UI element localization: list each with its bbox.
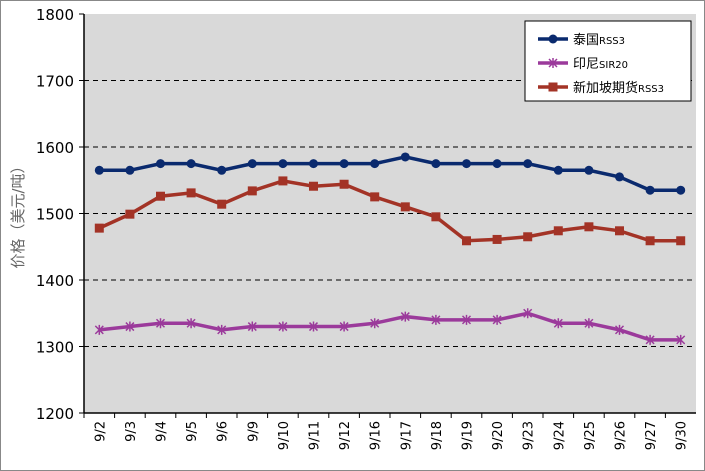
x-tick-label: 9/3	[124, 421, 139, 442]
square-marker	[676, 236, 686, 246]
y-axis-label: 价格（美元/吨）	[9, 158, 27, 268]
x-tick-label: 9/20	[491, 421, 506, 450]
star-marker	[431, 314, 441, 325]
star-marker	[155, 318, 166, 329]
square-marker	[431, 212, 441, 222]
x-tick-label: 9/11	[308, 421, 323, 450]
circle-marker	[553, 165, 563, 175]
x-tick-label: 9/12	[338, 421, 353, 450]
y-tick-label: 1400	[36, 272, 74, 290]
circle-marker	[615, 172, 624, 182]
square-marker	[278, 176, 288, 186]
square-marker	[94, 223, 104, 233]
circle-marker	[462, 159, 471, 169]
star-marker	[400, 311, 410, 322]
circle-marker	[247, 159, 257, 169]
square-marker	[492, 234, 502, 244]
square-marker	[645, 236, 655, 246]
circle-marker	[523, 159, 533, 169]
circle-marker	[94, 165, 104, 175]
series-line	[98, 179, 681, 243]
square-marker	[548, 82, 558, 92]
x-tick-label: 9/4	[155, 421, 170, 442]
square-marker	[309, 181, 318, 191]
square-marker	[615, 226, 624, 236]
circle-marker	[309, 159, 318, 169]
legend-label: 印尼SIR20	[573, 57, 628, 72]
y-tick-label: 1600	[36, 139, 74, 157]
square-marker	[186, 188, 196, 198]
square-marker	[584, 222, 594, 232]
circle-marker	[548, 34, 558, 44]
circle-marker	[400, 152, 410, 162]
circle-marker	[156, 159, 165, 169]
star-marker	[645, 334, 655, 345]
x-tick-label: 9/23	[522, 421, 537, 450]
star-marker	[523, 308, 533, 319]
y-tick-label: 1700	[36, 73, 74, 91]
square-marker	[339, 179, 349, 189]
star-marker	[247, 321, 257, 332]
star-marker	[492, 314, 502, 325]
star-marker	[614, 324, 625, 335]
square-marker	[400, 202, 410, 212]
circle-marker	[370, 159, 380, 169]
star-marker	[278, 321, 288, 332]
x-tick-label: 9/2	[93, 421, 108, 442]
square-marker	[247, 186, 257, 196]
star-marker	[125, 321, 135, 332]
star-marker	[339, 321, 349, 332]
square-marker	[462, 236, 471, 246]
star-marker	[461, 314, 472, 325]
circle-marker	[676, 185, 686, 195]
square-marker	[523, 232, 533, 242]
circle-marker	[431, 159, 441, 169]
circle-marker	[125, 165, 135, 175]
star-marker	[186, 318, 196, 329]
y-tick-label: 1300	[36, 339, 74, 357]
x-tick-label: 9/5	[185, 421, 200, 442]
x-tick-label: 9/18	[430, 421, 445, 450]
circle-marker	[278, 159, 288, 169]
circle-marker	[584, 165, 594, 175]
star-marker	[553, 318, 563, 329]
x-tick-label: 9/30	[675, 421, 690, 450]
star-marker	[308, 321, 319, 332]
x-tick-label: 9/6	[216, 421, 231, 442]
circle-marker	[186, 159, 196, 169]
circle-marker	[492, 159, 502, 169]
square-marker	[125, 209, 135, 219]
legend-label: 新加坡期货RSS3	[573, 80, 664, 96]
series-line	[99, 155, 681, 192]
square-marker	[217, 199, 227, 209]
star-marker	[676, 334, 686, 345]
square-marker	[156, 191, 165, 201]
circle-marker	[217, 165, 227, 175]
square-marker	[370, 192, 380, 202]
legend-label: 泰国RSS3	[573, 33, 625, 48]
x-tick-label: 9/10	[277, 421, 292, 450]
star-marker	[94, 324, 104, 335]
star-marker	[584, 318, 594, 329]
star-marker	[548, 58, 558, 68]
series-line	[99, 311, 681, 342]
x-tick-label: 9/17	[399, 421, 414, 450]
star-marker	[370, 318, 380, 329]
y-tick-label: 1800	[36, 6, 74, 24]
x-tick-label: 9/16	[369, 421, 384, 450]
star-marker	[217, 324, 227, 335]
y-tick-label: 1500	[36, 206, 74, 224]
x-tick-label: 9/9	[246, 421, 261, 442]
x-tick-label: 9/26	[614, 421, 629, 450]
x-tick-label: 9/19	[461, 421, 476, 450]
circle-marker	[339, 159, 349, 169]
x-tick-label: 9/27	[644, 421, 659, 450]
circle-marker	[645, 185, 655, 195]
x-tick-label: 9/25	[583, 421, 598, 450]
square-marker	[553, 226, 563, 236]
x-tick-label: 9/24	[552, 421, 567, 450]
y-tick-label: 1200	[36, 405, 74, 423]
